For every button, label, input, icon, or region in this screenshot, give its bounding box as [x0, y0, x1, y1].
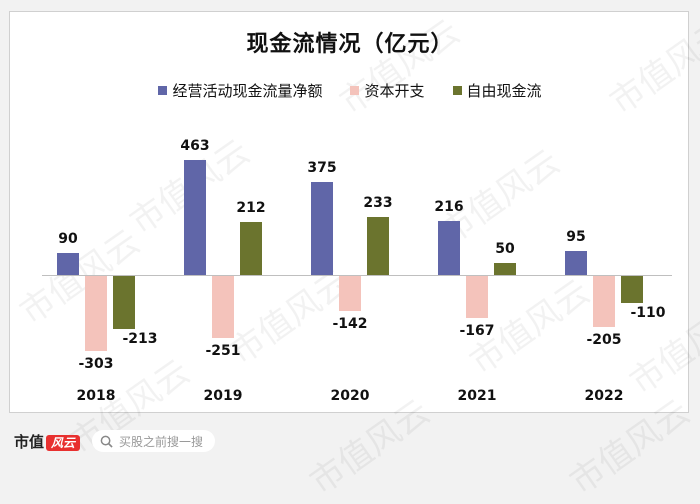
- bar: [367, 216, 389, 275]
- bar: [621, 276, 643, 304]
- legend-swatch-icon: [452, 86, 462, 95]
- chart-frame: [9, 11, 689, 413]
- legend-label: 自由现金流: [466, 82, 542, 100]
- bar: [113, 276, 135, 330]
- x-axis-tick-label: 2020: [330, 388, 370, 404]
- data-label: 233: [363, 194, 393, 211]
- data-label: -142: [332, 316, 368, 333]
- search-placeholder: 买股之前搜一搜: [119, 434, 204, 449]
- bar: [184, 159, 206, 275]
- data-label: 95: [566, 229, 586, 246]
- x-axis-tick-label: 2019: [203, 388, 243, 404]
- footer: 市值 风云 买股之前搜一搜: [14, 430, 216, 452]
- legend-swatch-icon: [350, 86, 360, 95]
- data-label: 463: [180, 137, 210, 154]
- bar: [438, 221, 460, 275]
- data-label: -167: [459, 322, 495, 339]
- plot-area: 90 -303 -213 2018 463 -251 212 2019 375 -142 233 20…: [42, 137, 672, 404]
- search-icon: [100, 435, 113, 448]
- bar: [57, 252, 79, 275]
- legend-label: 经营活动现金流量净额: [172, 82, 323, 100]
- legend-item-operating-cash-flow: 经营活动现金流量净额: [158, 80, 322, 101]
- data-label: 216: [434, 199, 464, 216]
- bar: [339, 276, 361, 312]
- search-box[interactable]: 买股之前搜一搜: [92, 430, 216, 452]
- data-label: 50: [495, 240, 515, 257]
- bar: [311, 181, 333, 275]
- data-label: -213: [122, 331, 158, 348]
- bar: [240, 222, 262, 275]
- bar: [593, 276, 615, 328]
- bar: [494, 262, 516, 275]
- data-label: -110: [630, 305, 666, 322]
- bar: [565, 251, 587, 275]
- data-label: 90: [58, 230, 78, 247]
- bar: [212, 276, 234, 339]
- legend-swatch-icon: [158, 86, 168, 95]
- brand-text: 市值: [14, 432, 45, 451]
- x-axis-tick-label: 2021: [457, 388, 497, 404]
- chart-legend: 经营活动现金流量净额 资本开支 自由现金流: [0, 80, 700, 101]
- data-label: -251: [205, 343, 241, 360]
- data-label: -303: [78, 356, 114, 373]
- bar: [466, 276, 488, 318]
- legend-label: 资本开支: [364, 82, 425, 100]
- chart-title: 现金流情况（亿元）: [246, 32, 454, 57]
- legend-item-capex: 资本开支: [350, 80, 425, 101]
- x-axis-tick-label: 2018: [76, 388, 116, 404]
- bar: [85, 276, 107, 352]
- brand-badge: 风云: [46, 434, 81, 451]
- zero-axis-line: [42, 275, 672, 276]
- data-label: 212: [236, 200, 266, 217]
- brand-logo: 市值 风云: [14, 431, 81, 452]
- x-axis-tick-label: 2022: [584, 388, 624, 404]
- data-label: -205: [586, 332, 622, 349]
- legend-item-free-cash-flow: 自由现金流: [452, 80, 542, 101]
- data-label: 375: [307, 159, 337, 176]
